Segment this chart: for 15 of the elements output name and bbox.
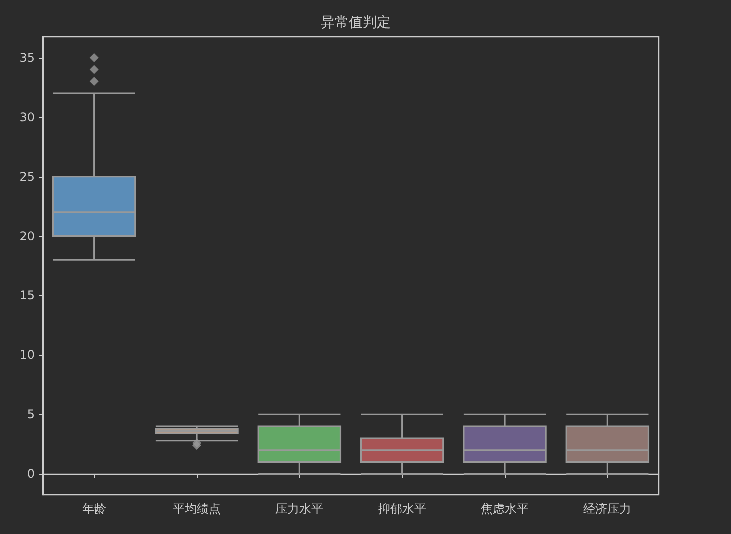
- y-tick-label: 30: [20, 110, 35, 124]
- x-tick-label: 焦虑水平: [481, 502, 529, 516]
- y-tick-label: 0: [27, 467, 35, 482]
- y-tick-label: 10: [20, 348, 35, 362]
- x-tick-label: 经济压力: [584, 502, 632, 516]
- x-tick-label: 抑郁水平: [378, 502, 426, 516]
- y-tick-label: 5: [27, 408, 35, 422]
- y-tick-label: 15: [20, 288, 35, 303]
- x-tick-label: 平均绩点: [173, 502, 221, 516]
- y-tick-label: 20: [20, 229, 35, 244]
- x-tick-label: 压力水平: [276, 502, 324, 516]
- chart-title: 异常值判定: [321, 15, 391, 31]
- x-tick-label: 年龄: [82, 502, 106, 516]
- y-tick-label: 35: [20, 50, 35, 65]
- y-tick-label: 25: [20, 170, 35, 184]
